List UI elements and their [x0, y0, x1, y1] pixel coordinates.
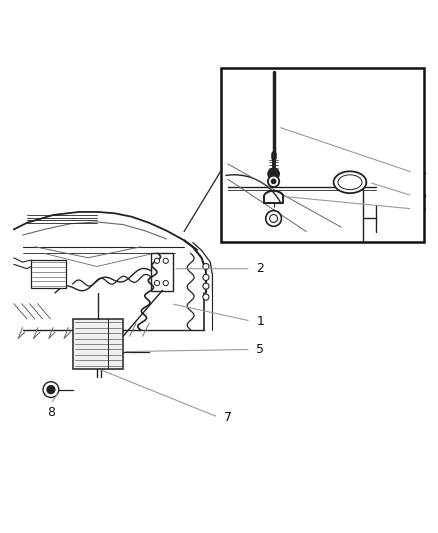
Circle shape	[203, 274, 209, 280]
Circle shape	[270, 215, 278, 222]
Circle shape	[163, 280, 168, 286]
Circle shape	[272, 179, 276, 183]
Text: 5: 5	[257, 343, 265, 356]
Circle shape	[154, 280, 159, 286]
Circle shape	[154, 258, 159, 263]
Text: 2: 2	[257, 262, 265, 275]
Text: 1: 1	[257, 314, 265, 328]
Ellipse shape	[338, 175, 362, 190]
Bar	[31, 260, 66, 288]
Text: 8: 8	[47, 406, 55, 419]
Text: 6: 6	[418, 189, 426, 202]
Bar	[221, 68, 424, 243]
Circle shape	[203, 263, 209, 270]
Circle shape	[43, 382, 59, 398]
Ellipse shape	[334, 171, 366, 193]
Circle shape	[268, 176, 279, 187]
Bar	[151, 253, 173, 290]
Circle shape	[163, 258, 168, 263]
Circle shape	[266, 211, 282, 227]
Text: 3: 3	[418, 203, 426, 215]
Circle shape	[203, 283, 209, 289]
Text: 4: 4	[418, 166, 426, 179]
Text: 7: 7	[224, 410, 232, 424]
Circle shape	[203, 294, 209, 300]
Bar	[73, 319, 123, 369]
Circle shape	[268, 168, 279, 180]
Circle shape	[47, 386, 55, 393]
